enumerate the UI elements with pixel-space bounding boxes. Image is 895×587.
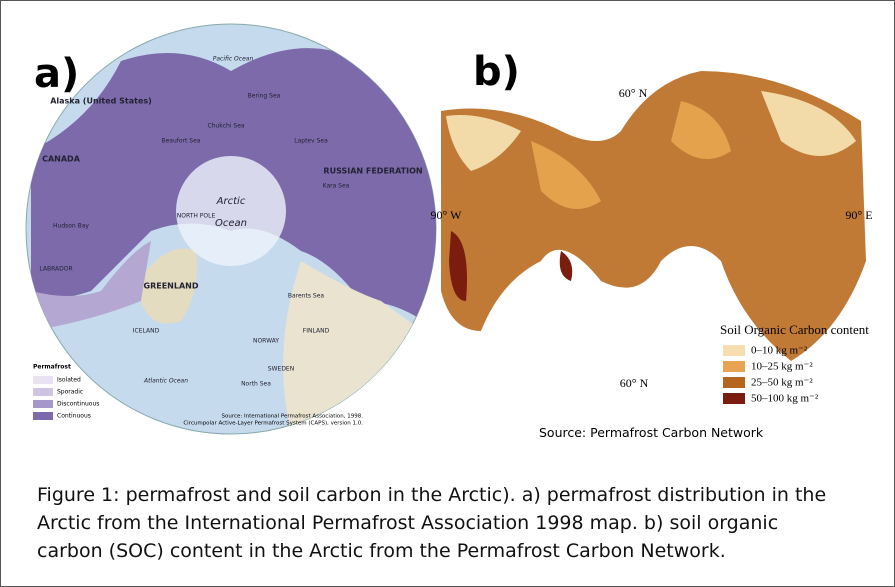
map-label: 90° W xyxy=(431,208,463,222)
map-label: FINLAND xyxy=(303,328,330,335)
legend-swatch xyxy=(723,361,745,372)
maps: Pacific Ocean Alaska (United States) CANAD… xyxy=(1,1,894,441)
map-label: Arctic xyxy=(216,196,246,207)
legend-item: Discontinuous xyxy=(57,401,99,408)
map-label: 60° N xyxy=(619,86,648,100)
legend-swatch xyxy=(33,400,53,408)
caption-line: carbon (SOC) content in the Arctic from … xyxy=(37,537,826,565)
map-label: CANADA xyxy=(42,155,81,164)
legend-swatch xyxy=(723,377,745,388)
legend-item: 25–50 kg m⁻² xyxy=(751,377,813,389)
map-label: Laptev Sea xyxy=(294,138,328,145)
legend-swatch xyxy=(33,376,53,384)
legend-title: Soil Organic Carbon content xyxy=(720,322,869,337)
figure: Pacific Ocean Alaska (United States) CANAD… xyxy=(0,0,895,587)
panel-label: a) xyxy=(34,51,79,97)
legend-swatch xyxy=(723,393,745,404)
legend-swatch xyxy=(723,345,745,356)
legend-item: 0–10 kg m⁻² xyxy=(751,345,808,357)
source: Circumpolar Active-Layer Permafrost Syst… xyxy=(183,421,363,427)
legend-swatch xyxy=(33,412,53,420)
map-label: Ocean xyxy=(215,218,247,229)
ice xyxy=(176,156,286,266)
map-label: NORWAY xyxy=(253,338,279,345)
legend-item: 50–100 kg m⁻² xyxy=(751,393,819,405)
map-label: SWEDEN xyxy=(268,366,294,373)
map-label: 60° N xyxy=(620,376,649,390)
map-label: Pacific Ocean xyxy=(213,56,254,63)
map-label: Hudson Bay xyxy=(53,223,89,230)
legend-item: Isolated xyxy=(57,377,81,384)
map-label: GREENLAND xyxy=(144,282,199,291)
caption-line: Arctic from the International Permafrost… xyxy=(37,509,826,537)
source: Source: International Permafrost Associa… xyxy=(221,414,363,420)
legend-title: Permafrost xyxy=(33,364,71,371)
map-label: ICELAND xyxy=(133,328,160,335)
map-label: RUSSIAN FEDERATION xyxy=(323,167,422,176)
legend-item: 10–25 kg m⁻² xyxy=(751,361,813,373)
caption: Figure 1: permafrost and soil carbon in … xyxy=(37,481,826,565)
legend-item: Sporadic xyxy=(57,389,83,396)
map-label: Alaska (United States) xyxy=(50,97,152,106)
legend-item: Continuous xyxy=(57,413,91,420)
map-label: Atlantic Ocean xyxy=(143,378,188,385)
panel-label: b) xyxy=(473,49,520,95)
map-label: NORTH POLE xyxy=(177,213,216,220)
legend-swatch xyxy=(33,388,53,396)
map-label: Barents Sea xyxy=(288,293,325,300)
map-label: Chukchi Sea xyxy=(207,123,244,130)
map-label: Bering Sea xyxy=(248,93,281,100)
map-label: North Sea xyxy=(241,381,271,388)
map-label: 90° E xyxy=(845,208,872,222)
map-label: LABRADOR xyxy=(39,266,72,273)
map-label: Beaufort Sea xyxy=(162,138,201,145)
caption-line: Figure 1: permafrost and soil carbon in … xyxy=(37,481,826,509)
source: Source: Permafrost Carbon Network xyxy=(539,425,763,440)
map-label: Kara Sea xyxy=(323,183,350,190)
